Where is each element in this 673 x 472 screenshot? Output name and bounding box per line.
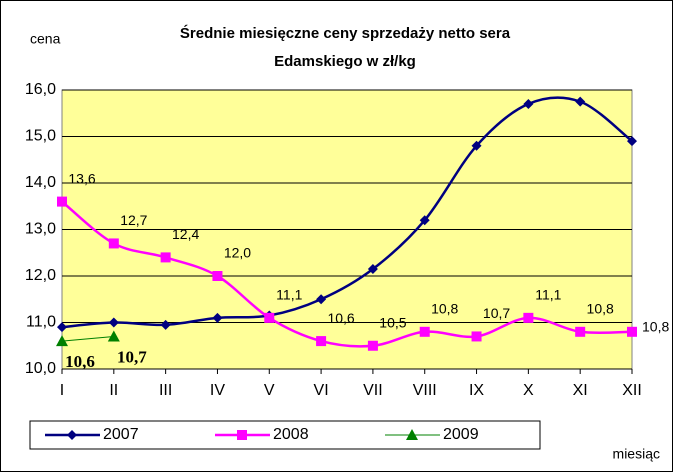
- data-label: 12,4: [172, 226, 199, 242]
- legend-label: 2008: [273, 426, 309, 443]
- marker: [160, 252, 171, 263]
- x-tick-label: VIII: [413, 382, 437, 399]
- x-tick-label: I: [60, 382, 64, 399]
- x-tick-label: VII: [363, 382, 383, 399]
- data-label: 10,8: [431, 301, 458, 317]
- chart-title: Edamskiego w zł/kg: [274, 53, 416, 70]
- marker: [627, 326, 637, 337]
- data-label: 10,8: [587, 301, 614, 317]
- marker: [160, 319, 171, 330]
- marker: [316, 294, 327, 305]
- marker: [237, 430, 247, 440]
- marker: [419, 326, 430, 337]
- y-tick-label: 15,0: [25, 128, 56, 145]
- x-tick-label: V: [264, 382, 275, 399]
- x-tick-label: IX: [469, 382, 484, 399]
- y-tick-label: 12,0: [25, 267, 56, 284]
- marker: [108, 238, 119, 249]
- marker: [212, 271, 223, 281]
- legend: [29, 420, 541, 450]
- marker: [575, 326, 586, 337]
- y-tick-label: 10,0: [25, 360, 56, 377]
- x-tick-label: XI: [573, 382, 588, 399]
- marker: [57, 196, 67, 207]
- marker: [367, 264, 378, 275]
- y-tick-label: 16,0: [25, 81, 56, 98]
- marker: [57, 322, 67, 333]
- data-label: 12,0: [224, 245, 251, 261]
- x-tick-label: IV: [210, 382, 225, 399]
- data-label: 10,7: [483, 305, 510, 321]
- marker: [107, 330, 120, 342]
- data-label: 12,7: [120, 212, 147, 228]
- marker: [523, 312, 534, 323]
- legend-label: 2007: [103, 426, 139, 443]
- marker: [67, 430, 77, 440]
- data-label: 10,8: [642, 319, 669, 335]
- y-tick-label: 11,0: [26, 314, 56, 331]
- data-label: 10,6: [65, 352, 95, 371]
- data-label: 11,1: [535, 287, 561, 303]
- y-tick-label: 13,0: [25, 221, 56, 238]
- x-tick-label: VI: [314, 382, 329, 399]
- x-tick-label: III: [159, 382, 172, 399]
- y-tick-label: 14,0: [25, 174, 56, 191]
- marker: [627, 136, 637, 147]
- data-label: 10,7: [117, 347, 147, 366]
- marker: [108, 317, 119, 328]
- marker: [471, 331, 482, 342]
- marker: [212, 312, 223, 323]
- series-line: [61, 335, 114, 342]
- x-tick-label: XII: [622, 382, 642, 399]
- marker: [575, 96, 586, 107]
- marker: [56, 335, 68, 347]
- data-label: 10,5: [379, 314, 406, 330]
- y-axis-label: cena: [30, 31, 61, 47]
- chart-title: Średnie miesięczne ceny sprzedaży netto …: [180, 24, 511, 42]
- x-axis-label: miesiąc: [613, 446, 660, 462]
- marker: [367, 340, 378, 351]
- data-label: 10,6: [327, 310, 354, 326]
- marker: [406, 429, 418, 440]
- data-label: 11,1: [276, 287, 302, 303]
- data-label: 13,6: [68, 170, 95, 186]
- x-tick-label: X: [523, 382, 534, 399]
- marker: [316, 336, 327, 347]
- legend-label: 2009: [443, 426, 479, 443]
- x-tick-label: II: [109, 382, 118, 399]
- marker: [471, 140, 482, 151]
- marker: [523, 98, 534, 109]
- marker: [419, 215, 430, 226]
- marker: [264, 312, 275, 323]
